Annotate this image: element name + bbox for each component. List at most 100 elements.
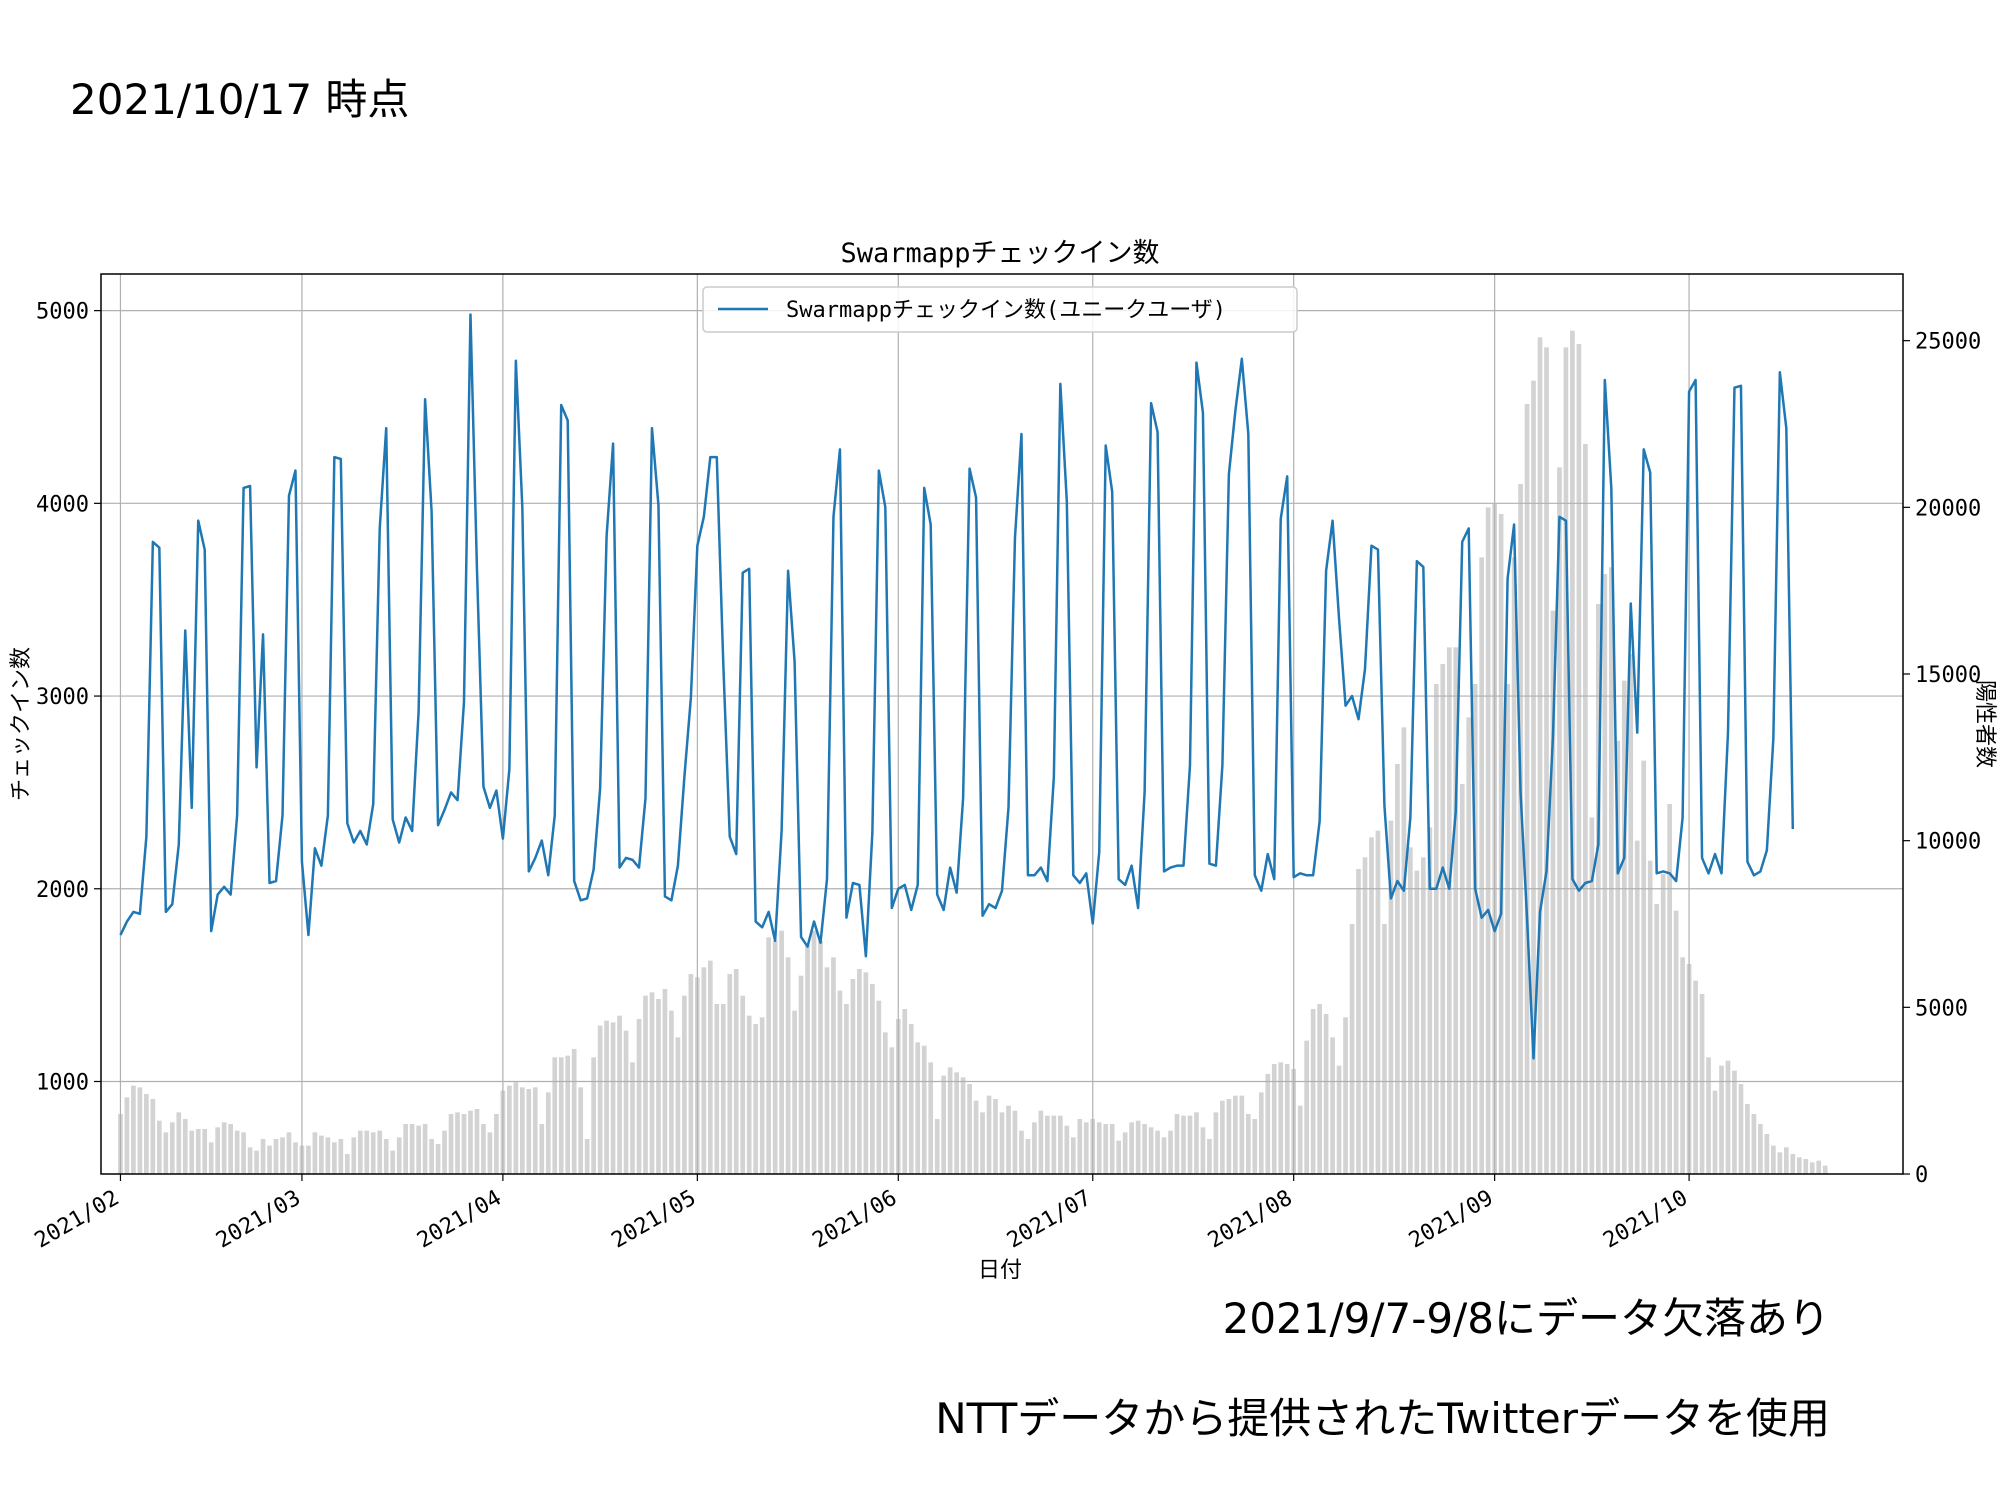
bar [1524,404,1530,1174]
bar [811,930,817,1174]
bar [332,1142,337,1174]
bar [915,1042,921,1174]
bar [260,1139,266,1174]
bar [565,1055,571,1174]
bar [591,1057,596,1174]
bar [131,1085,136,1174]
bar [1816,1160,1822,1174]
bar [688,974,694,1174]
data-source-note: NTTデータから提供されたTwitterデータを使用 [935,1394,1830,1443]
bar [507,1085,512,1174]
bar [1382,924,1387,1174]
bar [254,1150,259,1174]
y-tick-label: 1000 [36,1070,89,1095]
bar [1200,1127,1206,1174]
bar [1245,1114,1251,1174]
bar [1485,507,1491,1175]
bar [928,1062,934,1174]
bar [338,1139,344,1174]
bar [351,1137,357,1174]
bar [357,1130,363,1174]
legend-label: Swarmappチェックイン数(ユニークユーザ) [786,298,1226,323]
bar [1239,1095,1245,1174]
bar [1809,1162,1815,1174]
bar [1096,1122,1102,1174]
bar [818,940,823,1174]
bar [273,1139,279,1174]
bar [474,1109,480,1174]
bar [383,1139,389,1174]
bar [986,1095,992,1174]
bar [1771,1145,1776,1174]
bar [1433,684,1439,1174]
x-tick-label: 2021/09 [1405,1186,1498,1254]
bar [1505,684,1510,1174]
bar [319,1135,324,1174]
bar [1414,870,1420,1174]
x-tick-label: 2021/07 [1003,1186,1096,1254]
bar [396,1137,402,1174]
bar [429,1139,434,1174]
bar [1045,1115,1050,1174]
bar [1764,1134,1770,1174]
bar [1401,727,1407,1174]
bar [1148,1127,1154,1174]
bar [377,1130,383,1174]
bar [215,1127,221,1174]
y2-tick-label: 15000 [1915,663,1981,688]
bar [1466,717,1472,1174]
bar [1349,924,1355,1174]
bar [792,1010,797,1174]
bar [1518,484,1523,1174]
bar [805,945,810,1174]
bar [1628,654,1634,1174]
bar [1207,1139,1212,1174]
bar [571,1049,577,1174]
bar [1336,1065,1342,1174]
bar [1233,1095,1238,1174]
bar [1006,1105,1011,1174]
bar [623,1030,629,1174]
bar [675,1037,681,1174]
bar [578,1087,584,1174]
bar [552,1057,558,1174]
bar [1168,1130,1173,1174]
bar [733,969,739,1174]
bar [1783,1147,1789,1174]
bar [124,1097,130,1174]
bar [1258,1092,1264,1174]
bar [707,960,713,1174]
bar [1615,740,1621,1174]
bar [1025,1139,1031,1174]
bar [1427,827,1433,1174]
bar [643,995,648,1174]
bar [1330,1037,1335,1174]
bar [1641,760,1647,1174]
bar [1083,1122,1089,1174]
x-tick-label: 2021/06 [808,1186,901,1254]
bar [863,972,869,1174]
bar [1129,1122,1134,1174]
y2-tick-label: 0 [1915,1163,1928,1188]
chart: 2021/02 2021/03 2021/04 2021/05 2021/06 2021/… [9,238,1997,1283]
bar [1803,1159,1809,1174]
bar [1109,1124,1115,1174]
y2-axis-ticks: 0 5000 10000 15000 20000 25000 [1903,330,1981,1188]
bar [610,1022,616,1174]
bar [241,1132,246,1174]
bar [798,975,804,1174]
bar [857,969,862,1174]
bar [740,995,746,1174]
bar [617,1015,622,1174]
legend-box [702,286,1298,333]
bar [455,1112,460,1174]
bar [1498,514,1504,1174]
y2-tick-label: 25000 [1915,330,1981,355]
bar [1751,1114,1757,1174]
bar [831,957,836,1174]
x-tick-label: 2021/03 [212,1186,305,1254]
bar [1187,1115,1193,1174]
bar [1304,1040,1309,1174]
bar [1038,1110,1044,1174]
bar [409,1124,415,1174]
